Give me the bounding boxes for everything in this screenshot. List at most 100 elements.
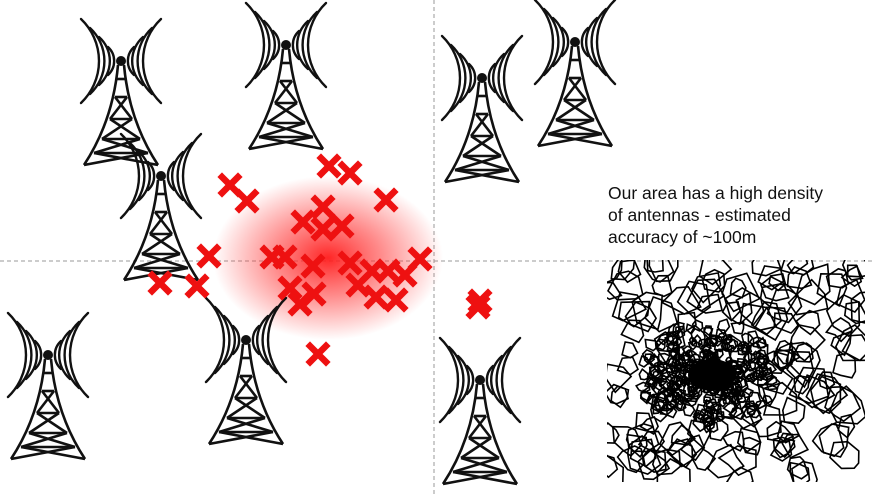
cell-tower-icon [440,34,524,184]
voronoi-cell [795,263,831,306]
voronoi-cell [616,356,640,376]
voronoi-cell [624,301,658,333]
voronoi-cell [730,321,745,335]
red-x-marker-icon [222,177,238,193]
voronoi-cell [752,336,768,349]
voronoi-cell [685,323,696,336]
voronoi-cell [745,401,759,416]
voronoi-cell [691,334,703,348]
voronoi-cell [653,360,666,374]
voronoi-cell [641,348,656,362]
voronoi-cell [620,319,645,344]
voronoi-cell [645,393,658,406]
location-density-blob [213,176,443,340]
voronoi-cell [721,301,742,322]
voronoi-cell [757,265,785,291]
voronoi-cell [701,268,726,293]
voronoi-cell [676,280,711,320]
voronoi-cell [730,395,740,405]
voronoi-cell [716,331,728,344]
voronoi-cell [665,330,681,345]
voronoi-cell [753,399,767,410]
voronoi-cell [672,343,681,355]
voronoi-cell [719,392,728,402]
voronoi-cell [706,409,719,421]
caption-line: of antennas - estimated [608,205,791,225]
cell-tower-icon [533,0,617,148]
voronoi-cell [788,324,826,362]
voronoi-cell [686,397,698,408]
voronoi-cell [765,375,781,391]
voronoi-cell [744,358,757,372]
voronoi-cell [637,449,671,481]
voronoi-cell [658,421,696,457]
voronoi-cell [677,311,697,335]
voronoi-cell [702,409,713,424]
voronoi-cell [732,364,744,375]
voronoi-cell [775,348,797,370]
voronoi-cell [638,368,651,381]
voronoi-cell [652,404,662,415]
voronoi-cell [626,434,662,475]
voronoi-cell [757,383,779,407]
voronoi-cell [715,328,727,339]
voronoi-cell [698,260,733,286]
voronoi-cell [824,317,854,343]
voronoi-cell [729,406,746,421]
voronoi-cell [690,447,717,471]
voronoi-cell [607,281,623,301]
red-x-marker-icon [321,158,337,174]
voronoi-cell [621,341,639,359]
voronoi-cell [818,423,850,458]
voronoi-cell [759,283,799,314]
voronoi-cell [841,334,865,362]
voronoi-cell [740,342,751,354]
voronoi-cell [674,358,682,371]
voronoi-cell [695,293,724,314]
voronoi-cell [626,433,648,459]
voronoi-cell [654,338,666,351]
voronoi-cell [755,355,770,371]
voronoi-cell [673,393,685,406]
voronoi-cell [795,309,821,336]
voronoi-cell [703,419,716,434]
caption-line: accuracy of ~100m [608,227,757,247]
voronoi-cells [607,260,865,482]
voronoi-cell [680,354,692,365]
voronoi-cell [741,387,754,399]
voronoi-cell [653,400,666,413]
voronoi-cell [781,396,806,425]
voronoi-cell [716,318,731,336]
voronoi-cell [688,386,698,394]
voronoi-cell [616,445,645,474]
voronoi-cell [832,352,857,379]
voronoi-cell [637,430,666,455]
voronoi-cell [617,260,642,284]
voronoi-cell [639,391,652,405]
voronoi-cell [760,366,774,381]
voronoi-cell [667,323,680,337]
voronoi-cell [720,342,729,352]
voronoi-cell [666,438,698,469]
voronoi-cell [736,427,762,453]
voronoi-cell [729,344,748,364]
voronoi-cell [617,300,651,328]
voronoi-cell [680,377,688,389]
voronoi-cell [607,421,620,444]
voronoi-cell [656,457,691,482]
voronoi-cell [651,274,673,298]
voronoi-cell [610,385,630,409]
voronoi-cell [707,443,745,479]
voronoi-cell [635,412,655,432]
cell-tower-icon [438,336,522,486]
voronoi-cell [611,425,643,457]
voronoi-cell [732,390,743,401]
voronoi-cell [829,440,860,470]
voronoi-cell [834,324,865,362]
voronoi-cell [766,288,803,324]
voronoi-cell [705,398,718,409]
voronoi-cell [648,260,679,283]
voronoi-cell [787,278,829,316]
voronoi-cell [773,312,799,335]
voronoi-cell [631,291,664,331]
